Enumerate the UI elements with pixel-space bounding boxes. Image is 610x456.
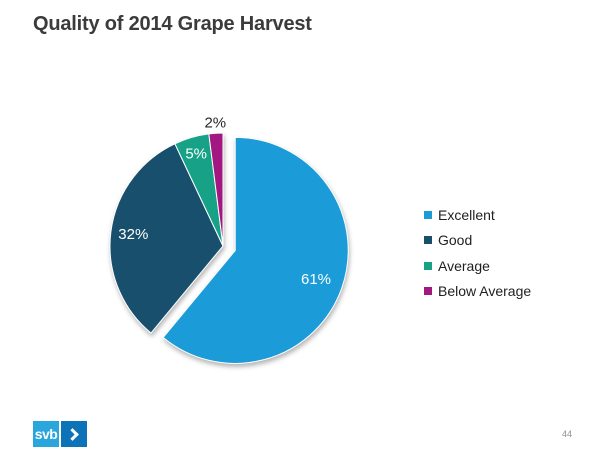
legend-label: Below Average xyxy=(438,283,532,300)
slice-label: 2% xyxy=(204,115,226,132)
page-number: 44 xyxy=(561,429,572,439)
pie-slices xyxy=(109,132,349,364)
legend-label: Excellent xyxy=(438,206,495,223)
pie-slice-excellent xyxy=(162,136,349,364)
pie-slice-good xyxy=(109,143,224,334)
legend-label: Good xyxy=(438,232,473,249)
legend-swatch-average xyxy=(424,261,432,270)
logo-box-chevron xyxy=(61,421,87,447)
chart-title: Quality of 2014 Grape Harvest xyxy=(33,13,312,35)
svb-logo: svb xyxy=(33,421,87,447)
logo-text: svb xyxy=(34,426,58,442)
legend-swatch-below-average xyxy=(424,287,432,296)
logo-box-svb: svb xyxy=(33,421,59,447)
legend-swatch-good xyxy=(424,236,432,245)
slice-label: 61% xyxy=(301,271,331,288)
slice-label: 32% xyxy=(118,226,148,243)
pie-slice-below-average xyxy=(208,132,224,247)
legend-item-below-average: Below Average xyxy=(424,279,531,305)
legend-item-good: Good xyxy=(424,228,531,254)
legend: Excellent Good Average Below Average xyxy=(424,202,531,304)
slice-label: 5% xyxy=(185,145,207,162)
legend-swatch-excellent xyxy=(424,210,432,219)
legend-item-average: Average xyxy=(424,253,531,279)
legend-label: Average xyxy=(438,257,490,274)
legend-item-excellent: Excellent xyxy=(424,202,531,228)
chevron-right-icon xyxy=(65,427,79,441)
